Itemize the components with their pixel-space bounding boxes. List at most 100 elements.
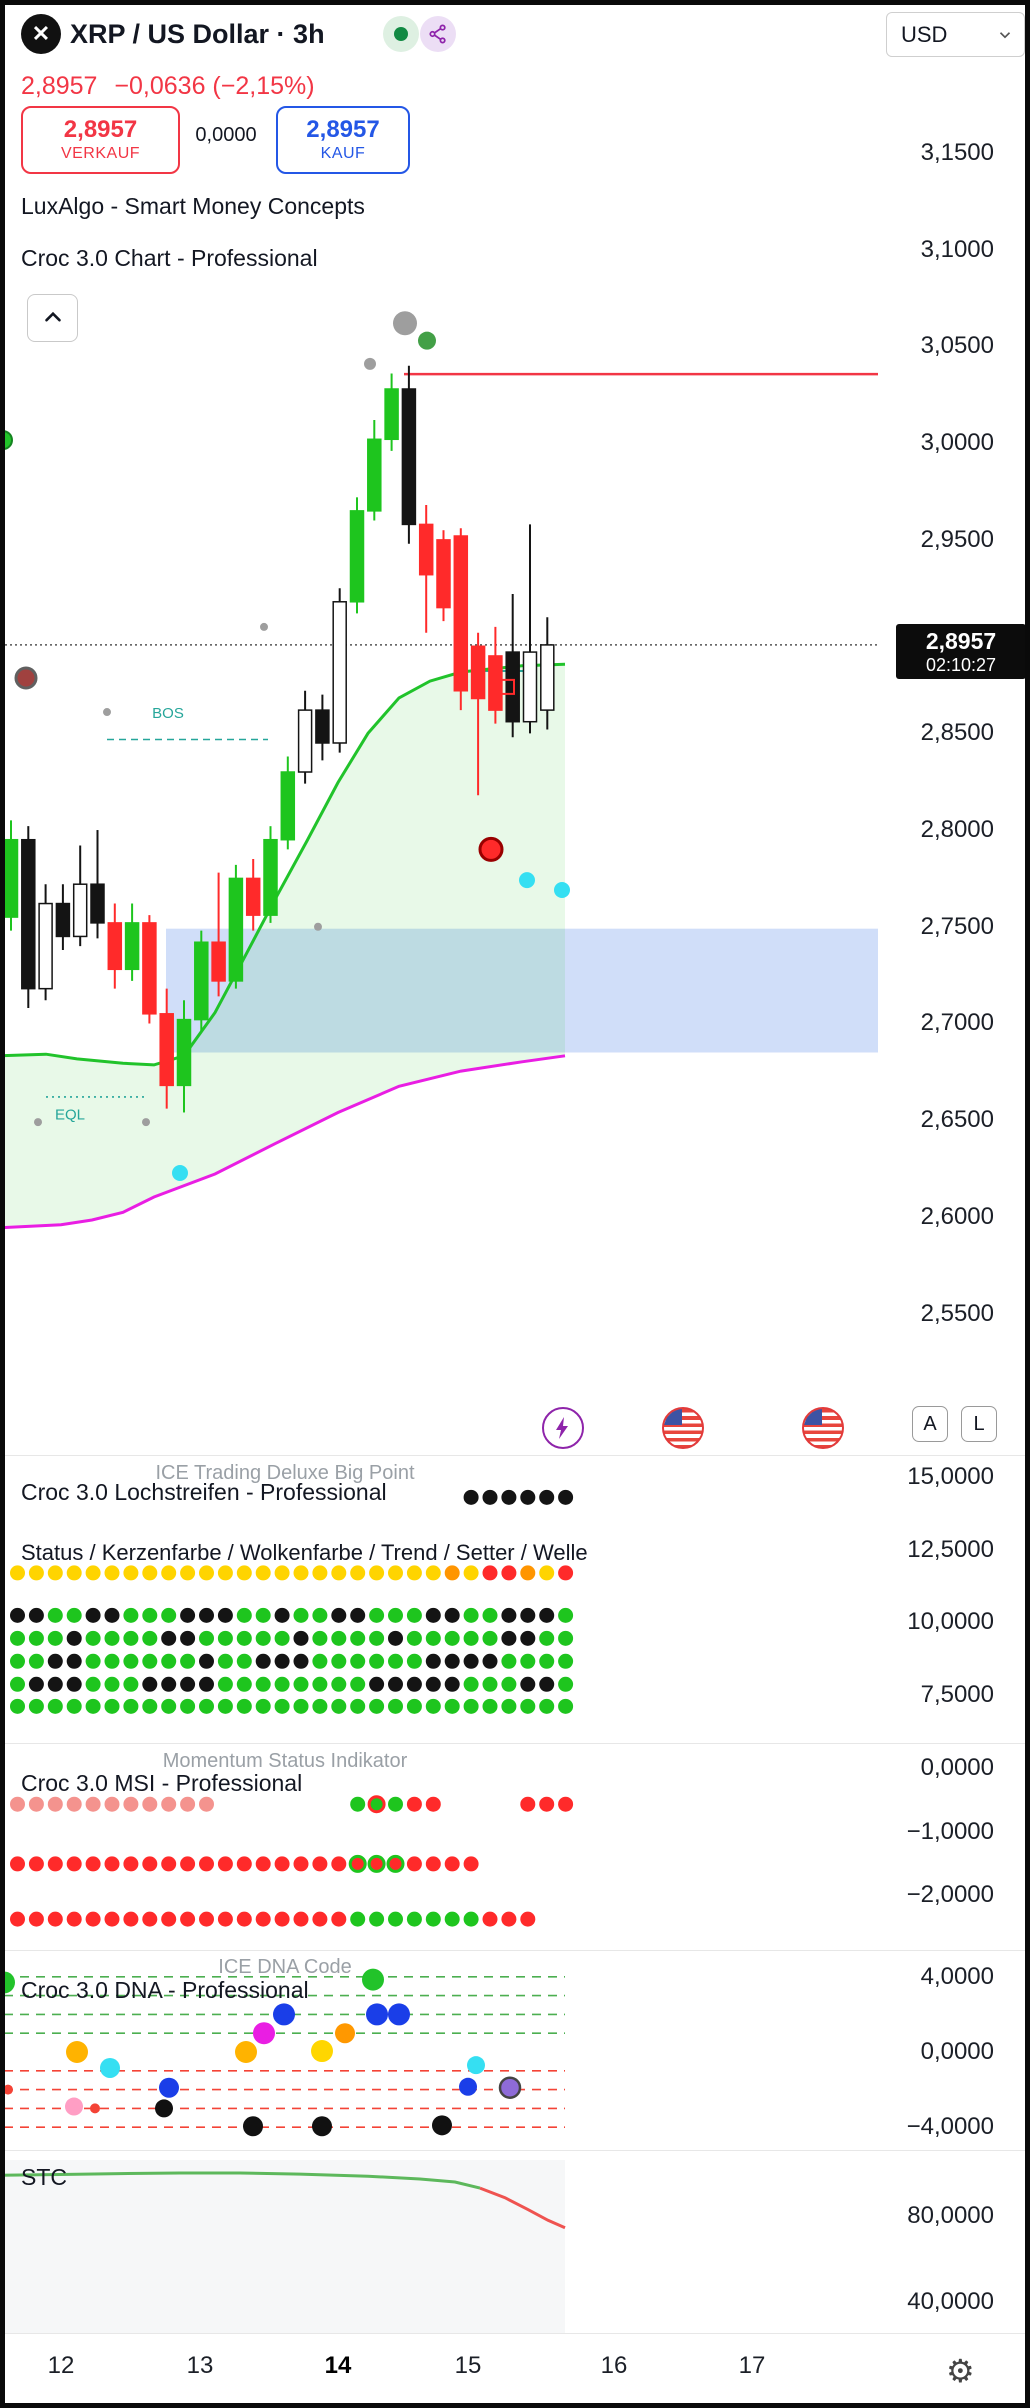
market-status-button[interactable] (383, 16, 419, 52)
buy-price: 2,8957 (306, 116, 380, 143)
x-axis-label: 17 (738, 2352, 766, 2379)
dna-dot (366, 2003, 388, 2026)
panel3-indicator-label[interactable]: Croc 3.0 DNA - Professional (21, 1977, 309, 2003)
dna-dot (159, 2077, 179, 2098)
gear-icon[interactable]: ⚙ (946, 2353, 975, 2389)
auto-scale-button[interactable]: A (912, 1406, 948, 1442)
x-axis-label: 12 (47, 2352, 75, 2379)
buy-label: KAUF (320, 145, 366, 162)
share-button[interactable] (420, 16, 456, 52)
y-axis-tick: 40,0000 (907, 2288, 994, 2315)
current-price-badge: 2,8957 02:10:27 (896, 624, 1026, 679)
chart-marker (260, 622, 268, 631)
dna-dot (66, 2041, 88, 2063)
lightning-icon (556, 1417, 568, 1439)
xrp-logo[interactable]: ✕ (21, 14, 61, 54)
chart-marker (393, 311, 417, 336)
candles-layer (3, 365, 555, 1113)
dna-dot (388, 2003, 410, 2026)
sell-price: 2,8957 (63, 116, 138, 143)
dna-dot (243, 2116, 263, 2137)
chart-marker (103, 708, 111, 717)
y-axis-tick: 7,5000 (920, 1681, 994, 1709)
y-axis-tick: −4,0000 (906, 2113, 994, 2141)
stc-line-down (479, 2186, 566, 2230)
dna-dot (3, 2084, 13, 2095)
setter-marker (499, 678, 515, 695)
dna-dot (273, 2003, 295, 2026)
chart-marker (418, 331, 436, 350)
panel-separator (0, 1743, 1030, 1744)
dna-dot (65, 2097, 83, 2116)
y-axis-tick: 3,1500 (920, 139, 994, 166)
dna-dot (362, 1968, 384, 1991)
dna-dot (432, 2115, 452, 2136)
y-axis-tick: −2,0000 (906, 1881, 994, 1908)
share-icon (429, 24, 446, 44)
dna-dot (235, 2041, 257, 2063)
x-glyph: ✕ (31, 21, 51, 46)
spread-value: 0,0000 (195, 124, 257, 146)
panel3-gray-title: ICE DNA Code (218, 1956, 352, 1978)
y-axis-tick: 12,5000 (907, 1535, 994, 1563)
y-axis-tick: 10,0000 (907, 1608, 994, 1636)
sell-button[interactable]: 2,8957 VERKAUF (21, 106, 180, 174)
y-axis-tick: 0,0000 (920, 1754, 994, 1781)
msi-dots (10, 1795, 574, 1927)
dna-dot (312, 2116, 332, 2137)
indicator-legend-luxalgo[interactable]: LuxAlgo - Smart Money Concepts (21, 193, 365, 219)
price-change-row: 2,8957 −0,0636 (−2,15%) (21, 72, 315, 101)
supply-demand-zone (166, 928, 878, 1053)
chevron-down-icon (999, 31, 1011, 38)
y-axis-tick: 0,0000 (920, 2038, 994, 2065)
last-price: 2,8957 (21, 72, 98, 100)
y-axis-tick: 2,8000 (920, 816, 994, 844)
symbol-title[interactable]: XRP / US Dollar · 3h (70, 19, 325, 49)
y-axis-tick: 2,9500 (920, 525, 994, 553)
status-dot-icon (394, 27, 408, 41)
panel-separator (0, 1950, 1030, 1951)
dna-dot (90, 2103, 100, 2114)
y-axis-tick: −1,0000 (906, 1817, 994, 1845)
lochstreifen-dots (10, 1489, 574, 1714)
y-axis-tick: 2,7500 (920, 912, 994, 940)
chart-marker (14, 666, 38, 690)
y-axis-tick: 2,8500 (920, 719, 994, 747)
sell-label: VERKAUF (60, 145, 141, 162)
y-axis-tick: 80,0000 (907, 2202, 994, 2229)
dna-dot (155, 2099, 173, 2118)
chevron-up-icon (44, 311, 61, 322)
us-flag-icon[interactable] (662, 1407, 704, 1449)
price-change: −0,0636 (−2,15%) (114, 72, 315, 100)
chart-marker (314, 922, 322, 931)
panel1-indicator-label[interactable]: Croc 3.0 Lochstreifen - Professional (21, 1479, 387, 1505)
panel2-indicator-label[interactable]: Croc 3.0 MSI - Professional (21, 1770, 303, 1796)
y-axis-tick: 3,1000 (920, 235, 994, 263)
buy-button[interactable]: 2,8957 KAUF (276, 106, 410, 174)
collapse-legend-button[interactable] (27, 294, 78, 342)
y-axis-tick: 15,0000 (907, 1463, 994, 1490)
us-flag-icon[interactable] (802, 1407, 844, 1449)
panel2-gray-title: Momentum Status Indikator (162, 1750, 408, 1772)
panel4-indicator-label[interactable]: STC (21, 2164, 67, 2190)
chart-marker (478, 836, 504, 862)
x-axis-label: 13 (186, 2352, 214, 2379)
dna-dot (498, 2076, 522, 2099)
y-axis-tick: 4,0000 (920, 1962, 994, 1990)
indicator-legend-croc-chart[interactable]: Croc 3.0 Chart - Professional (21, 245, 318, 271)
x-axis-label: 15 (454, 2352, 482, 2379)
chart-marker (0, 430, 13, 451)
currency-select[interactable]: USD (886, 12, 1025, 57)
log-scale-button[interactable]: L (961, 1406, 997, 1442)
dna-dot (253, 2022, 275, 2045)
chart-marker (364, 357, 376, 370)
x-axis-label: 16 (600, 2352, 628, 2379)
panel1-gray-title: ICE Trading Deluxe Big Point (155, 1462, 415, 1484)
y-axis-tick: 3,0000 (920, 429, 994, 457)
quick-trade-button[interactable] (542, 1407, 584, 1449)
x-axis-label: 14 (324, 2352, 352, 2379)
panel1-sub-label: Status / Kerzenfarbe / Wolkenfarbe / Tre… (21, 1540, 588, 1565)
chart-marker (172, 1165, 188, 1182)
